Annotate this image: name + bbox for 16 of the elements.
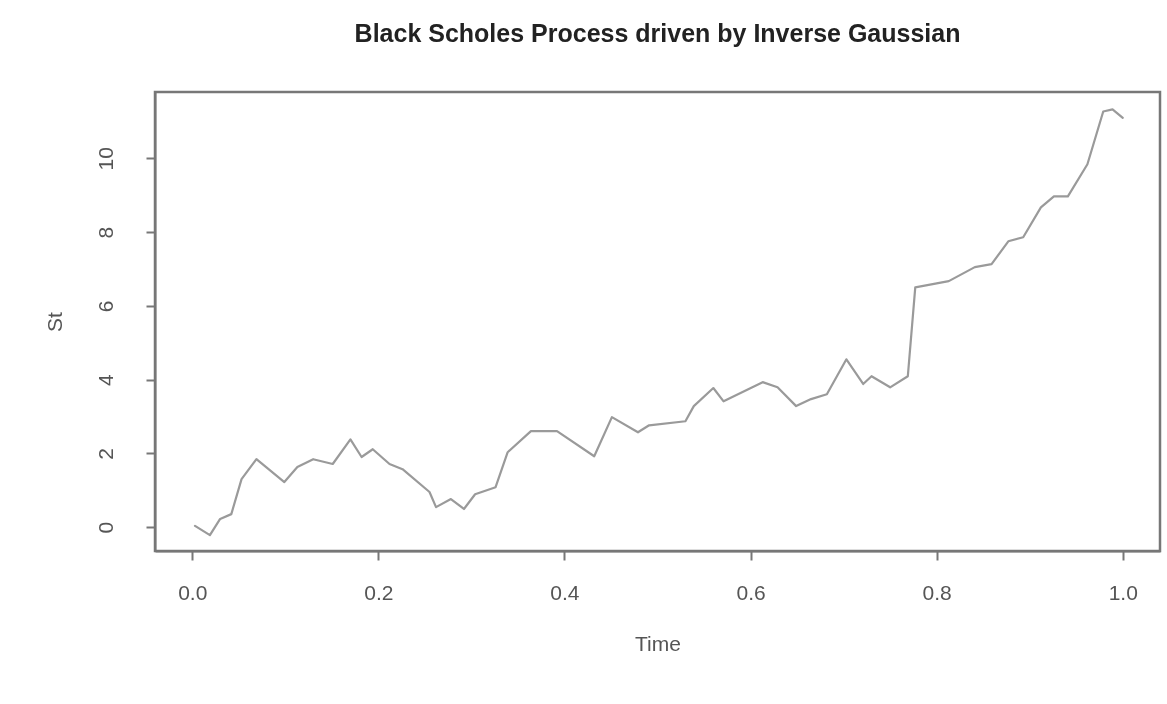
x-tick-label: 1.0 xyxy=(1108,580,1138,604)
y-tick-label: 2 xyxy=(93,447,117,460)
y-axis-title: St xyxy=(42,311,66,332)
x-tick-label: 0.0 xyxy=(178,580,208,604)
x-tick-label: 0.8 xyxy=(922,580,952,604)
line-series xyxy=(193,108,1124,537)
y-tick-label: 6 xyxy=(93,300,117,313)
y-tick-label: 8 xyxy=(93,226,117,239)
chart-title: Black Scholes Process driven by Inverse Gaussian xyxy=(354,19,961,47)
x-tick-label: 0.6 xyxy=(736,580,766,604)
y-tick-label: 0 xyxy=(93,521,117,534)
y-tick-label: 10 xyxy=(93,147,117,171)
x-axis-title: Time xyxy=(635,631,681,655)
x-tick-label: 0.2 xyxy=(364,580,394,604)
y-tick-label: 4 xyxy=(93,373,117,386)
x-tick-label: 0.4 xyxy=(550,580,580,604)
